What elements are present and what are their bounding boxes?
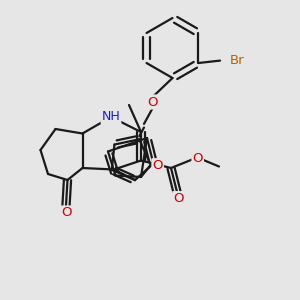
Text: NH: NH [102,110,120,124]
Text: O: O [61,206,71,220]
Text: O: O [152,159,163,172]
Text: O: O [148,95,158,109]
Text: O: O [173,192,184,205]
Text: O: O [193,152,203,166]
Text: Br: Br [230,54,244,67]
